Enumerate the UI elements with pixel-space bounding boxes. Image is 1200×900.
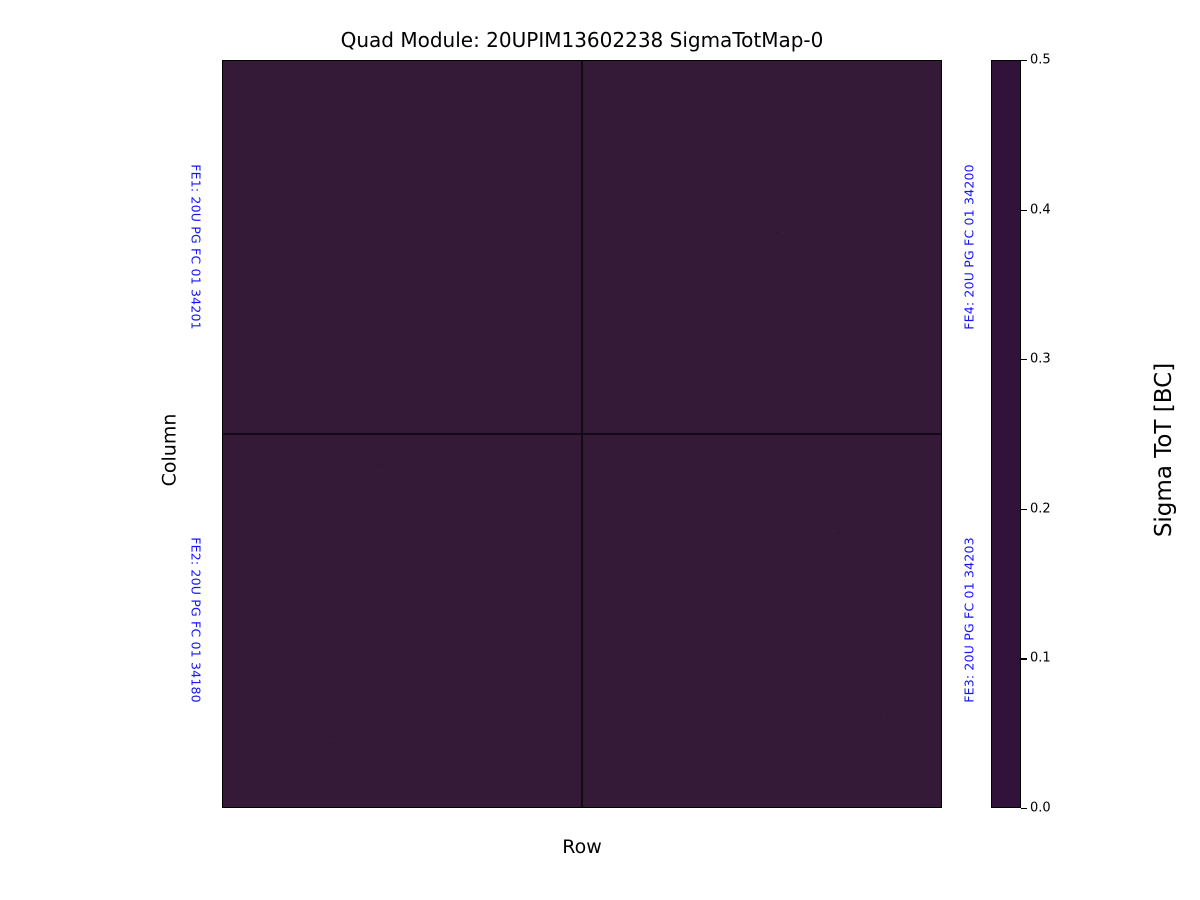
x-axis-minor-tick — [896, 807, 897, 808]
y-axis-minor-tick — [222, 294, 223, 295]
fe3-annotation: FE3: 20U PG FC 01 34203 — [961, 537, 977, 703]
y-axis-minor-tick — [222, 108, 223, 109]
axis-tick-layer: 4000-400-3840384 — [223, 61, 941, 807]
x-axis-minor-tick — [627, 807, 628, 808]
colorbar-tick-label: 0.4 — [1030, 202, 1051, 218]
fe4-annotation: FE4: 20U PG FC 01 34200 — [961, 164, 977, 330]
colorbar-tick — [1021, 359, 1027, 361]
page-title: Quad Module: 20UPIM13602238 SigmaTotMap-… — [340, 28, 824, 52]
colorbar-tick-label: 0.3 — [1030, 351, 1051, 367]
fe2-annotation: FE2: 20U PG FC 01 34180 — [188, 537, 204, 703]
x-axis-minor-tick — [447, 807, 448, 808]
x-axis-minor-tick — [672, 807, 673, 808]
x-axis-minor-tick — [851, 807, 852, 808]
x-axis-minor-tick — [537, 807, 538, 808]
colorbar — [991, 60, 1021, 808]
x-axis-minor-tick — [717, 807, 718, 808]
x-axis-minor-tick — [806, 807, 807, 808]
x-axis-minor-tick — [358, 807, 359, 808]
colorbar-tick — [1021, 808, 1027, 810]
x-axis-major-tick — [941, 807, 942, 808]
y-axis-minor-tick — [222, 341, 223, 342]
y-axis-minor-tick — [222, 574, 223, 575]
colorbar-tick-label: 0.0 — [1030, 800, 1051, 816]
x-axis-minor-tick — [492, 807, 493, 808]
y-axis-minor-tick — [222, 201, 223, 202]
colorbar-tick-layer: 0.0 0.1 0.2 0.3 0.4 0.5 — [991, 53, 1051, 816]
y-axis-major-tick — [222, 61, 223, 62]
x-axis-minor-tick — [403, 807, 404, 808]
colorbar-tick — [1021, 209, 1027, 211]
y-axis-minor-tick — [222, 714, 223, 715]
y-axis-minor-tick — [222, 154, 223, 155]
colorbar-tick — [1021, 60, 1027, 62]
x-axis-minor-tick — [313, 807, 314, 808]
y-axis-major-tick — [222, 434, 223, 435]
fe1-annotation: FE1: 20U PG FC 01 34201 — [188, 164, 204, 330]
x-axis-major-tick — [223, 807, 224, 808]
colorbar-tick — [1021, 658, 1027, 660]
colorbar-tick-label: 0.5 — [1030, 52, 1051, 68]
y-axis-minor-tick — [222, 760, 223, 761]
colorbar-gradient — [992, 61, 1020, 807]
quadrant-divider-horizontal — [223, 433, 941, 435]
colorbar-tick-label: 0.1 — [1030, 650, 1051, 666]
x-axis-major-tick — [582, 807, 583, 808]
y-axis-minor-tick — [222, 387, 223, 388]
x-axis-minor-tick — [268, 807, 269, 808]
y-axis-label: Column — [158, 413, 181, 487]
y-axis-minor-tick — [222, 527, 223, 528]
colorbar-label: Sigma ToT [BC] — [1151, 362, 1178, 538]
colorbar-tick — [1021, 508, 1027, 510]
y-axis-minor-tick — [222, 248, 223, 249]
x-axis-label: Row — [562, 836, 602, 858]
y-axis-minor-tick — [222, 621, 223, 622]
y-axis-major-tick — [222, 807, 223, 808]
y-axis-minor-tick — [222, 481, 223, 482]
x-axis-minor-tick — [762, 807, 763, 808]
heatmap-axes: 4000-400-3840384 — [222, 60, 942, 808]
colorbar-tick-label: 0.2 — [1030, 501, 1051, 517]
y-axis-minor-tick — [222, 667, 223, 668]
